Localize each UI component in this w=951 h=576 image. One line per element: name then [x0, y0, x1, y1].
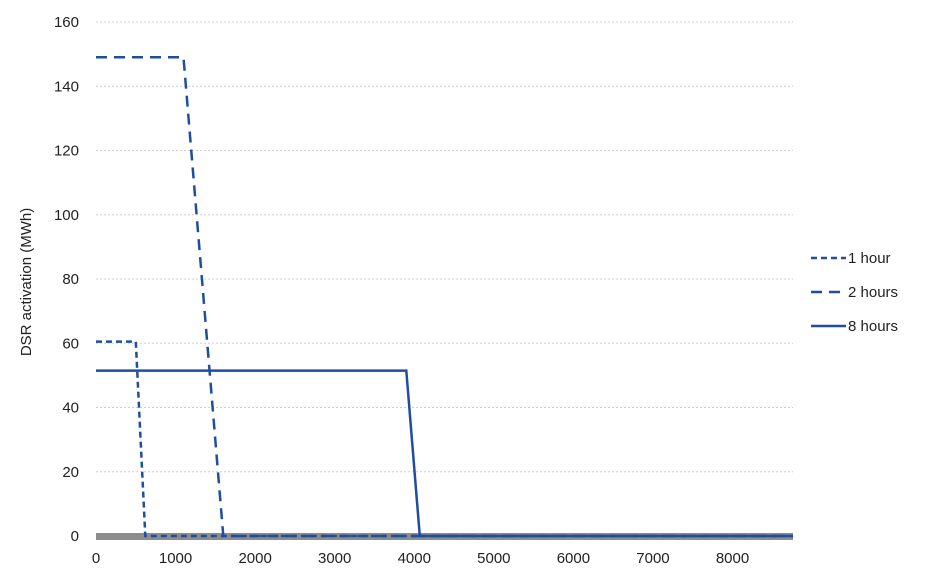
x-tick-label: 5000 [477, 550, 510, 567]
y-tick-labels: 0 20 40 60 80 100 120 140 160 [54, 14, 79, 545]
series-lines [96, 56, 793, 538]
y-tick-label: 0 [71, 528, 79, 545]
y-tick-label: 60 [62, 335, 79, 352]
x-tick-label: 7000 [636, 550, 669, 567]
y-tick-label: 20 [62, 464, 79, 481]
x-tick-label: 3000 [318, 550, 351, 567]
y-tick-label: 140 [54, 78, 79, 95]
y-tick-label: 100 [54, 207, 79, 224]
y-tick-label: 160 [54, 14, 79, 31]
legend-label-2: 2 hours [848, 284, 898, 301]
x-tick-label: 6000 [557, 550, 590, 567]
x-tick-labels: 0 1000 2000 3000 4000 5000 6000 7000 8000 [92, 550, 749, 567]
legend-label-1: 1 hour [848, 250, 891, 267]
y-tick-label: 40 [62, 400, 79, 417]
x-tick-label: 2000 [238, 550, 271, 567]
x-tick-label: 8000 [716, 550, 749, 567]
legend: 1 hour 2 hours 8 hours [811, 250, 898, 335]
y-tick-label: 120 [54, 143, 79, 160]
series-line-3 [96, 369, 793, 538]
y-axis-title: DSR activation (MWh) [18, 208, 35, 356]
series-line-2 [96, 56, 793, 538]
y-tick-label: 80 [62, 271, 79, 288]
x-tick-label: 1000 [159, 550, 192, 567]
gridlines [96, 21, 793, 473]
x-tick-label: 4000 [398, 550, 431, 567]
x-tick-label: 0 [92, 550, 100, 567]
legend-label-3: 8 hours [848, 318, 898, 335]
